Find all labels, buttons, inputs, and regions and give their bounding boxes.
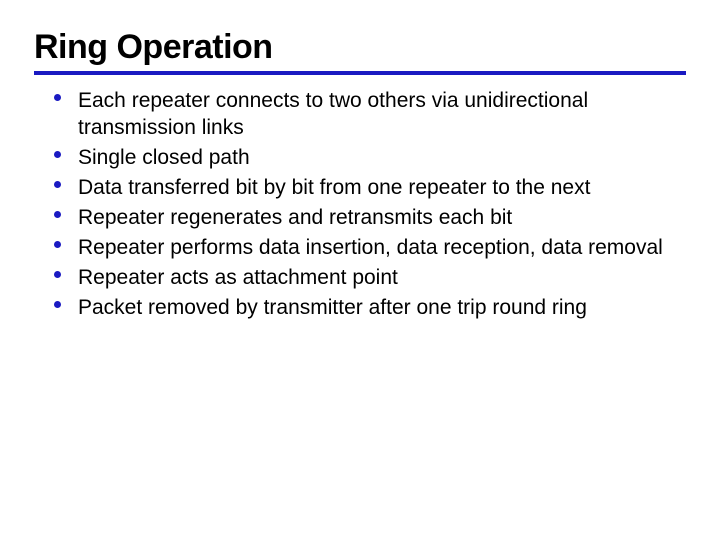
list-item: Packet removed by transmitter after one … [34,294,686,321]
bullet-list: Each repeater connects to two others via… [34,87,686,321]
bullet-icon [54,241,61,248]
list-item: Single closed path [34,144,686,171]
bullet-icon [54,211,61,218]
bullet-text: Single closed path [78,144,686,171]
list-item: Repeater acts as attachment point [34,264,686,291]
title-underline [34,71,686,75]
bullet-icon [54,181,61,188]
bullet-icon [54,301,61,308]
bullet-text: Repeater acts as attachment point [78,264,686,291]
bullet-text: Packet removed by transmitter after one … [78,294,686,321]
list-item: Data transferred bit by bit from one rep… [34,174,686,201]
bullet-icon [54,94,61,101]
list-item: Repeater regenerates and retransmits eac… [34,204,686,231]
list-item: Repeater performs data insertion, data r… [34,234,686,261]
slide: Ring Operation Each repeater connects to… [0,0,720,540]
bullet-icon [54,271,61,278]
slide-title: Ring Operation [34,28,686,67]
list-item: Each repeater connects to two others via… [34,87,686,141]
bullet-text: Each repeater connects to two others via… [78,87,686,141]
bullet-text: Repeater regenerates and retransmits eac… [78,204,686,231]
bullet-icon [54,151,61,158]
bullet-text: Data transferred bit by bit from one rep… [78,174,686,201]
bullet-text: Repeater performs data insertion, data r… [78,234,686,261]
